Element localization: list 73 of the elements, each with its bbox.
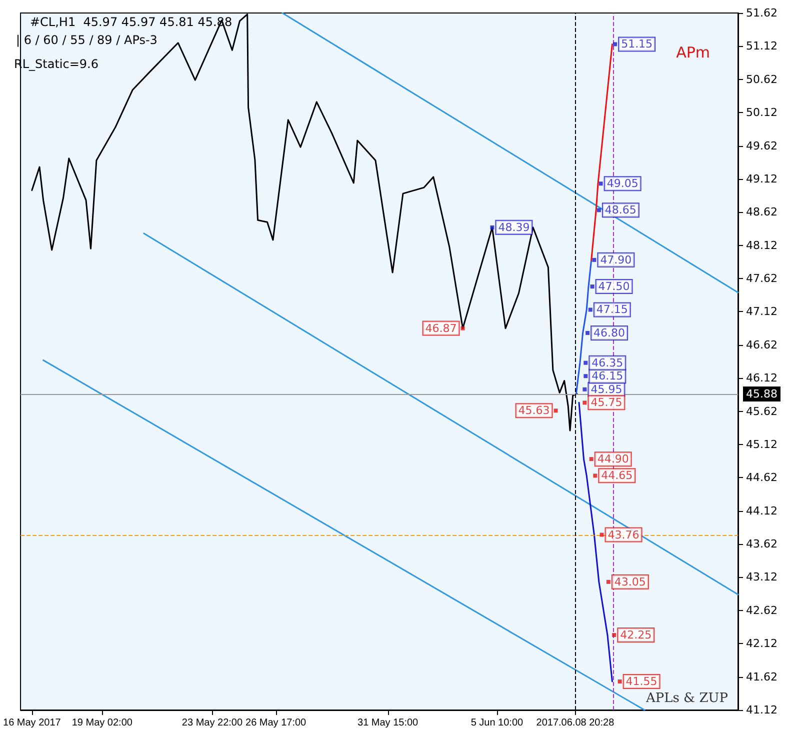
data-label: 48.65 — [604, 204, 636, 217]
data-label: 41.55 — [626, 674, 658, 688]
y-tick-label: 50.12 — [746, 106, 778, 120]
point — [600, 532, 604, 537]
y-tick-label: 43.62 — [746, 538, 778, 551]
y-tick-label: 49.12 — [746, 172, 778, 186]
y-tick-label: 47.12 — [746, 305, 778, 318]
annotation: | 6 / 60 / 55 / 89 / APs-3 — [16, 33, 158, 47]
x-tick-label: 19 May 02:00 — [72, 718, 133, 728]
y-tick-label: 48.12 — [746, 238, 778, 252]
y-tick-label: 51.12 — [746, 40, 778, 53]
y-tick-label: 50.62 — [746, 72, 778, 86]
x-tick-label: 2017.06.08 20:28 — [536, 718, 615, 728]
y-tick-label: 41.12 — [746, 704, 778, 716]
x-tick-label: 31 May 15:00 — [357, 718, 419, 728]
data-label: 51.15 — [621, 38, 653, 51]
point — [606, 580, 610, 584]
data-label: 42.25 — [620, 628, 652, 642]
point — [586, 330, 590, 335]
data-label: 43.76 — [608, 528, 640, 542]
data-label: 49.05 — [606, 177, 638, 190]
point — [490, 225, 494, 230]
data-label: 46.35 — [592, 356, 624, 370]
y-tick-label: 41.62 — [746, 670, 778, 684]
y-tick-label: 48.62 — [746, 206, 778, 219]
point — [593, 474, 598, 478]
annotation: APLs & ZUP — [644, 691, 728, 706]
y-tick-label: 42.12 — [746, 637, 778, 650]
point — [613, 42, 618, 46]
point — [584, 360, 588, 365]
y-tick-label: 46.12 — [746, 372, 778, 385]
annotation: APm — [676, 44, 710, 62]
ref-line-label: 45.88 — [746, 388, 778, 401]
y-tick-label: 44.12 — [746, 504, 778, 518]
y-tick-label: 45.12 — [746, 438, 778, 451]
y-tick-label: 45.62 — [746, 404, 778, 418]
point — [588, 308, 592, 312]
point — [584, 374, 588, 378]
data-label: 43.05 — [614, 575, 646, 588]
x-tick-label: 16 May 2017 — [2, 718, 62, 728]
point — [612, 632, 616, 637]
data-label: 47.15 — [596, 303, 628, 316]
y-tick-label: 46.62 — [746, 338, 778, 352]
x-tick-label: 5 Jun 10:00 — [470, 718, 524, 728]
data-label: 46.87 — [425, 322, 457, 335]
x-tick-label: 23 May 22:00 — [182, 718, 243, 728]
point — [589, 457, 594, 462]
data-label: 45.95 — [590, 382, 622, 396]
data-label: 47.90 — [600, 253, 632, 266]
data-label: 44.90 — [597, 452, 629, 466]
data-label: 46.15 — [592, 370, 624, 383]
y-tick-label: 42.62 — [746, 604, 778, 617]
point — [582, 400, 587, 405]
data-label: 48.39 — [498, 220, 530, 234]
x-tick-label: 26 May 17:00 — [246, 718, 307, 728]
point — [618, 679, 622, 684]
point — [554, 408, 558, 413]
y-tick-label: 51.62 — [746, 6, 778, 20]
data-label: 46.80 — [594, 326, 626, 340]
y-tick-label: 47.62 — [746, 272, 778, 286]
point — [596, 208, 601, 212]
data-label: 47.50 — [598, 280, 630, 293]
data-label: 45.75 — [590, 396, 622, 410]
y-tick-label: 49.62 — [746, 139, 778, 152]
point — [582, 387, 587, 392]
point — [592, 258, 596, 262]
point — [460, 326, 465, 330]
point — [590, 284, 594, 288]
point — [598, 182, 603, 186]
y-tick-label: 43.12 — [746, 570, 778, 584]
y-tick-label: 44.62 — [746, 471, 778, 484]
data-label: 44.65 — [601, 469, 633, 482]
data-label: 45.63 — [518, 404, 550, 418]
